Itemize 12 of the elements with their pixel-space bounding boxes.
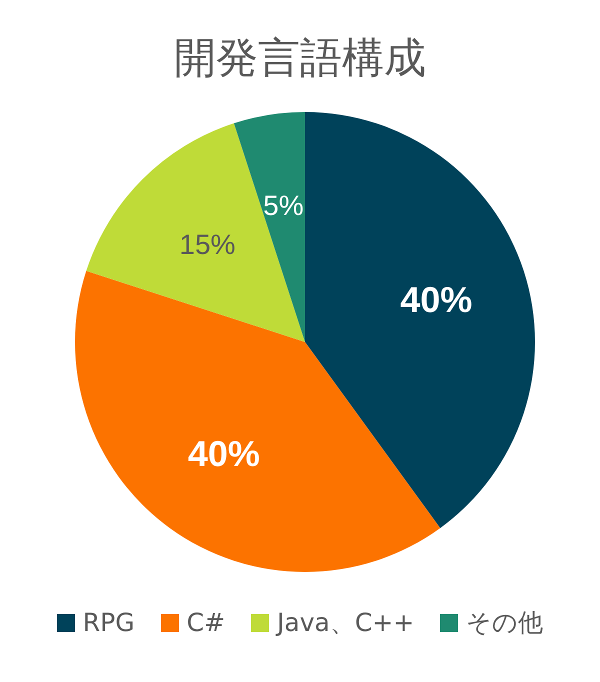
data-label: 40%	[188, 433, 260, 474]
data-label: 15%	[179, 228, 236, 260]
pie-slice	[234, 112, 305, 342]
legend-label: その他	[466, 607, 544, 639]
data-label: 40%	[400, 278, 472, 320]
data-label: 5%	[263, 190, 304, 222]
chart-title: 開発言語構成	[173, 32, 427, 84]
legend-label: C#	[186, 608, 226, 637]
legend-label: RPG	[82, 608, 135, 637]
pie-slice	[305, 112, 535, 528]
legend-label: Java、C++	[277, 607, 414, 639]
pie-slice	[86, 123, 305, 342]
